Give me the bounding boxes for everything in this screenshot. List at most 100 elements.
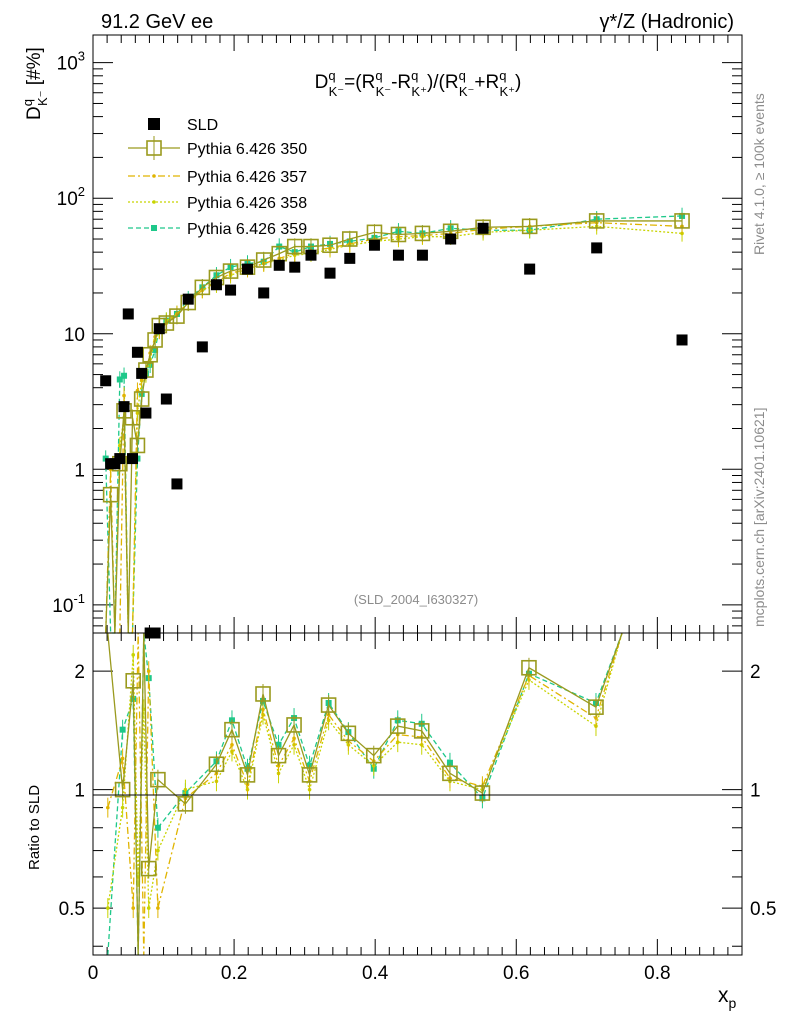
ratio-350-point [125, 673, 142, 689]
ratio-point [156, 906, 160, 910]
legend-marker [152, 174, 156, 178]
sld-data-point [114, 453, 126, 465]
legend-marker-sld [148, 118, 160, 130]
legend-marker [152, 200, 156, 204]
x-tick-label: 0 [88, 963, 99, 984]
pythia-point [122, 393, 126, 398]
ratio-point [230, 742, 234, 747]
sld-data-point [289, 261, 301, 273]
ratio-359-point [446, 759, 453, 766]
legend-label: Pythia 6.426 350 [187, 141, 307, 158]
ratio-y-tick-label: 2 [74, 662, 85, 683]
pythia-350-point [588, 213, 605, 229]
pythia-350-point [521, 218, 538, 235]
ratio-350-point [474, 785, 491, 801]
sld-data-point [196, 341, 208, 353]
pythia-350-point [133, 391, 150, 407]
sld-data-point [140, 407, 152, 419]
ratio-350-point [255, 686, 271, 702]
sld-data-point [241, 263, 253, 275]
ratio-350-point [320, 697, 337, 713]
ratio-y-tick-label-right: 1 [750, 781, 761, 802]
ratio-point [594, 716, 598, 720]
sld-data-point [676, 334, 688, 346]
sld-data-point [368, 239, 380, 251]
mcplots-label: mcplots.cern.ch [arXiv:2401.10621] [751, 408, 767, 627]
series-line-pythia-6.426-358 [105, 225, 683, 634]
ratio-350-point [365, 747, 382, 764]
ratio-y-tick-label-right: 2 [750, 662, 761, 683]
ratio-point [261, 707, 265, 712]
ratio-350-point [286, 717, 302, 733]
ratio-359-point [119, 726, 126, 733]
header-energy: 91.2 GeV ee [101, 11, 213, 33]
main-y-tick-label: 10-1 [52, 591, 85, 617]
series-line-pythia-6.426-359 [105, 215, 683, 634]
pythia-359-point [152, 346, 159, 353]
ratio-359-point [154, 824, 161, 831]
main-y-tick-label: 1 [74, 460, 85, 481]
x-axis-label: xp [718, 984, 737, 1011]
x-tick-label: 0.2 [221, 963, 247, 984]
ratio-point [146, 669, 151, 673]
sld-data-point [225, 284, 237, 296]
main-series-marks [100, 207, 690, 639]
series-line-pythia-6.426-350 [105, 220, 683, 634]
legend-marker-359 [151, 225, 157, 231]
ratio-line-pythia-6.426-358 [107, 632, 623, 909]
ratio-point [106, 805, 110, 810]
sld-data-point [182, 293, 194, 305]
ratio-y-axis-label: Ratio to SLD [26, 785, 43, 870]
pythia-350-point [341, 231, 358, 247]
x-tick-label: 0.6 [503, 963, 529, 984]
main-chart-title: Dq K⁻=(Rq K⁻-Rq K⁺)/(Rq K⁻+Rq K⁺) [315, 68, 522, 99]
analysis-watermark: (SLD_2004_I630327) [354, 592, 478, 607]
sld-data-point [305, 249, 317, 261]
sld-data-point [477, 222, 489, 234]
main-axis-ticks: 10-1 1 10 102 103 [52, 35, 742, 633]
pythia-350-point [475, 219, 491, 236]
sld-data-point [524, 263, 536, 275]
legend-label: Pythia 6.426 359 [187, 221, 307, 238]
ratio-350-point [177, 796, 194, 812]
sld-data-point [416, 249, 428, 261]
ratio-point [276, 763, 281, 768]
ratio-359-point [275, 741, 282, 748]
pythia-350-point [169, 308, 185, 324]
sld-data-point [171, 478, 183, 490]
main-y-tick-label: 102 [57, 184, 85, 210]
legend-label: Pythia 6.426 357 [187, 169, 307, 186]
pythia-350-point [102, 486, 119, 503]
sld-data-point [324, 267, 336, 279]
ratio-350-point [270, 747, 287, 764]
ratio-point [292, 736, 296, 741]
x-tick-label: 0.8 [644, 963, 670, 984]
ratio-350-point [114, 781, 131, 798]
legend: SLD Pythia 6.426 350 Pythia 6.426 357 Pythi… [128, 117, 307, 238]
ratio-point [131, 653, 136, 657]
sld-data-point [153, 323, 165, 335]
pythia-359-point [116, 376, 123, 383]
ratio-350-point [140, 860, 157, 877]
main-y-tick-label: 10 [64, 325, 85, 346]
ratio-350-point [521, 659, 537, 676]
ratio-350-point [301, 767, 318, 783]
legend-label: Pythia 6.426 358 [187, 195, 307, 212]
main-y-axis-label: DqK⁻ [#%] [20, 47, 50, 120]
series-line-pythia-6.426-357 [105, 222, 683, 634]
ratio-350-point [224, 721, 240, 738]
header-process: γ*/Z (Hadronic) [600, 11, 734, 33]
pythia-350-point [124, 409, 141, 426]
ratio-point [120, 805, 125, 810]
legend-label: SLD [187, 117, 218, 134]
ratio-350-point [588, 699, 604, 715]
ratio-point [156, 848, 160, 853]
pythia-350-point [286, 238, 303, 255]
ratio-point [106, 906, 110, 910]
ratio-350-point [442, 765, 458, 782]
ratio-350-point [413, 723, 430, 739]
main-y-tick-label: 103 [57, 49, 85, 75]
sld-data-point [160, 393, 172, 405]
sld-data-point [258, 287, 270, 299]
